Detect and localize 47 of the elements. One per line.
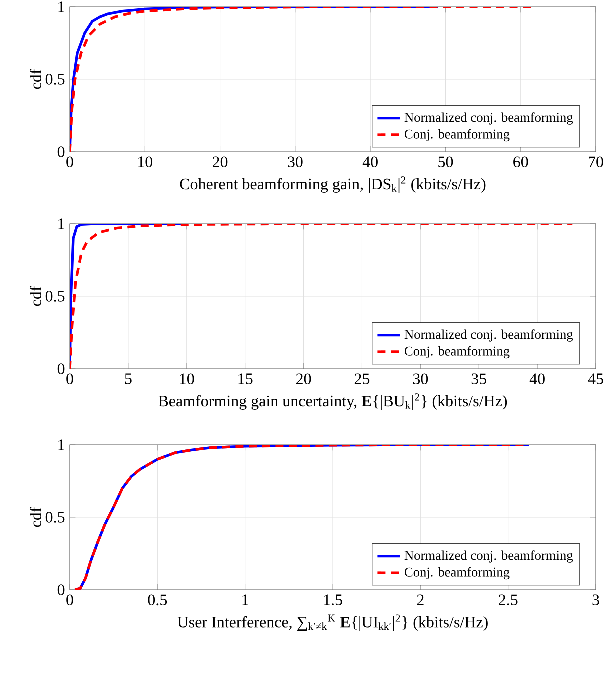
legend-label: Conj. beamforming (405, 129, 510, 142)
legend-label: Normalized conj. beamforming (404, 112, 574, 125)
x-tick-label: 40 (362, 156, 378, 168)
x-tick-label: 70 (589, 156, 604, 168)
x-tick-label: 1.5 (324, 594, 342, 606)
x-tick-label: 25 (354, 374, 370, 384)
x-tick-label: 0.5 (148, 594, 168, 606)
x-tick-label: 1 (242, 594, 248, 606)
x-tick-label: 20 (213, 156, 228, 168)
x-axis-title: Coherent beamforming gain, |DS$_{k}$|$^{2}$ (kbits/s/Hz) (180, 176, 486, 193)
y-tick-label: 0 (58, 364, 65, 374)
line-series (70, 224, 574, 369)
x-tick-label: 35 (472, 374, 486, 384)
x-tick-label: 30 (288, 156, 303, 168)
y-tick-label: 0.5 (46, 512, 65, 523)
x-tick-label: 10 (180, 374, 194, 384)
x-tick-label: 20 (296, 374, 312, 384)
x-tick-label: 5 (125, 374, 132, 384)
legend-label: Normalized conj. beamforming (404, 330, 574, 342)
x-tick-label: 2.5 (499, 594, 518, 606)
x-tick-label: 30 (413, 374, 428, 384)
x-tick-label: 10 (138, 156, 153, 168)
y-tick-label: 0 (58, 146, 65, 158)
x-tick-label: 40 (530, 374, 545, 384)
y-axis-title: cdf (30, 507, 42, 528)
y-tick-label: 1 (58, 440, 64, 450)
y-tick-label: 0 (58, 584, 65, 596)
x-tick-label: 0 (66, 594, 74, 606)
y-tick-label: 1 (58, 218, 64, 230)
y-tick-label: 1 (58, 2, 64, 12)
y-tick-label: 0.5 (46, 74, 65, 85)
x-tick-label: 0 (66, 374, 74, 384)
legend-label: Conj. beamforming (405, 567, 510, 580)
text: User Interference, ∑$_{k′≠k}$$^{K}$ E{|UI$_{kk′}$|$^{2}$} (kbits/s/Hz) (178, 614, 488, 632)
x-axis-title: Beamforming gain uncertainty, E{|BU$_{k}$|$^{2}$} (kbits/s/Hz) (158, 394, 508, 410)
x-tick-label: 0 (66, 156, 74, 168)
y-tick-label: 0.5 (46, 291, 65, 302)
x-tick-label: 50 (438, 156, 454, 168)
x-tick-label: 2 (417, 594, 424, 606)
y-axis-title: cdf (30, 286, 42, 306)
x-tick-label: 60 (514, 156, 528, 168)
legend-label: Conj. beamforming (405, 346, 510, 359)
x-tick-label: 15 (238, 374, 253, 384)
x-tick-label: 3 (592, 594, 600, 606)
legend-label: Normalized conj. beamforming (404, 550, 574, 563)
y-axis-title: cdf (30, 69, 42, 90)
x-tick-label: 45 (588, 374, 604, 384)
